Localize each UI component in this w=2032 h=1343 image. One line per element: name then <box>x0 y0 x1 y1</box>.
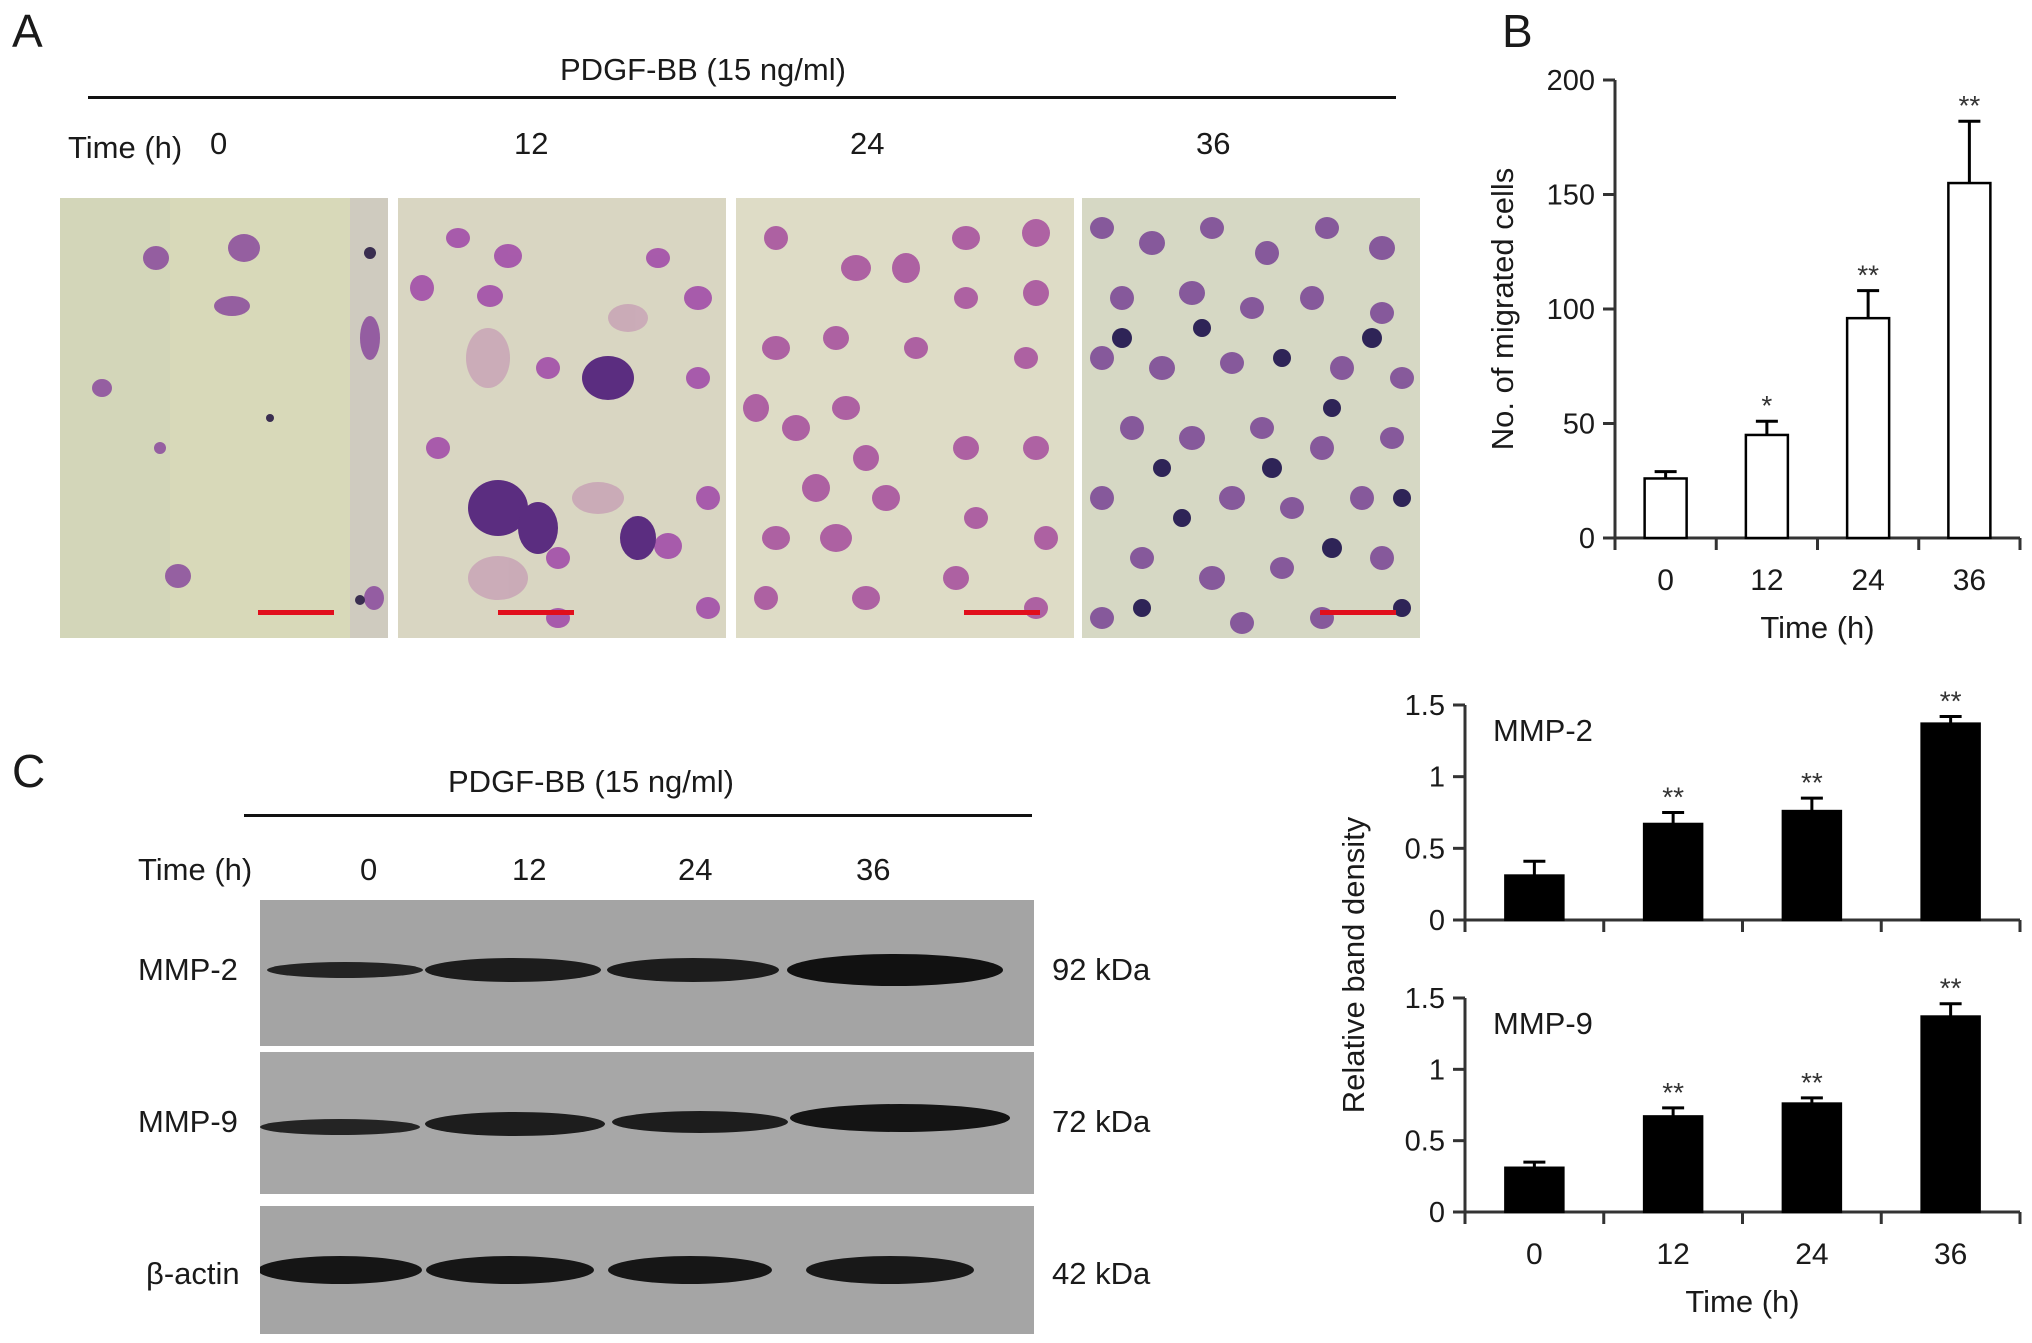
panel-b-letter: B <box>1502 5 1533 57</box>
panel-a-header-line <box>88 96 1396 99</box>
chart-b-xtick-label: 24 <box>1851 564 1884 597</box>
blot-strip-mmp9 <box>260 1052 1034 1194</box>
blot-size-beta-actin: 42 kDa <box>1052 1256 1151 1291</box>
chart-b-x-axis-label: Time (h) <box>1760 610 1874 645</box>
chart-b-ytick-label: 0 <box>1579 523 1595 555</box>
chart-b-significance: ** <box>1958 90 1980 121</box>
chart-mmp9-bar <box>1781 1102 1843 1214</box>
blot-label-mmp9: MMP-9 <box>138 1104 238 1139</box>
chart-mmp9-bar <box>1920 1015 1981 1214</box>
panel-a-time-36: 36 <box>1196 126 1231 161</box>
chart-mmp9-ytick-label: 1.5 <box>1405 983 1445 1015</box>
chart-mmp9-ytick-label: 0.5 <box>1405 1126 1445 1158</box>
chart-b-xtick-label: 12 <box>1750 564 1783 597</box>
micrograph-0h <box>60 198 388 638</box>
chart-mmp2-significance: ** <box>1662 782 1684 813</box>
panel-c-time-36: 36 <box>856 852 891 887</box>
chart-mmp9-significance: ** <box>1801 1067 1823 1098</box>
micrograph-12h <box>398 198 726 638</box>
chart-b-xtick-label: 0 <box>1657 564 1674 597</box>
chart-b-ytick-label: 50 <box>1563 409 1595 441</box>
panel-a-time-24: 24 <box>850 126 885 161</box>
chart-mmp9-xtick-label: 36 <box>1934 1238 1967 1271</box>
chart-b-bar <box>1947 181 1992 540</box>
chart-mmp2-ytick-label: 0.5 <box>1405 833 1445 865</box>
chart-b-ytick-label: 200 <box>1547 65 1595 97</box>
chart-mmp2-ytick-label: 0 <box>1429 905 1445 937</box>
panel-a-time-label: Time (h) <box>68 130 183 165</box>
panel-c-time-12: 12 <box>512 852 547 887</box>
panel-c-letter: C <box>12 745 46 797</box>
chart-mmp9-xtick-label: 24 <box>1795 1238 1828 1271</box>
chart-mmp9-significance: ** <box>1662 1077 1684 1108</box>
blot-label-beta-actin: β-actin <box>146 1256 240 1291</box>
chart-c-shared-y-label: Relative band density <box>1336 816 1371 1113</box>
chart-mmp2-significance: ** <box>1940 685 1962 716</box>
chart-b-significance: ** <box>1857 260 1879 291</box>
chart-mmp2-ytick-label: 1.5 <box>1405 690 1445 722</box>
blot-label-mmp2: MMP-2 <box>138 952 238 987</box>
chart-mmp9-annotation: MMP-9 <box>1493 1006 1593 1041</box>
micrograph-24h <box>736 198 1074 638</box>
chart-b-bar <box>1744 433 1790 540</box>
chart-mmp9-ytick-label: 0 <box>1429 1197 1445 1229</box>
panel-c-time-label: Time (h) <box>138 852 253 887</box>
panel-c-header-line <box>244 814 1032 817</box>
blot-size-mmp2: 92 kDa <box>1052 952 1151 987</box>
chart-b-y-axis-label: No. of migrated cells <box>1485 168 1520 451</box>
chart-band-density: 0 0.5 1 1.5 ** ** ** MMP-2 0 0.5 1 1.5 0 ** 12 ** 24 ** 36… <box>1320 680 2032 1343</box>
blot-strip-mmp2 <box>260 900 1034 1046</box>
chart-mmp9-ytick-label: 1 <box>1429 1054 1445 1086</box>
chart-b-ytick-label: 100 <box>1547 294 1595 326</box>
chart-mmp9-x-axis-label: Time (h) <box>1685 1284 1799 1319</box>
chart-mmp2-bar <box>1781 809 1843 922</box>
chart-mmp2-bar <box>1642 822 1704 922</box>
chart-mmp9-bar <box>1504 1166 1565 1214</box>
panel-a-treatment-label: PDGF-BB (15 ng/ml) <box>560 52 846 87</box>
chart-b-xtick-label: 36 <box>1953 564 1986 597</box>
chart-b-significance: * <box>1761 390 1772 421</box>
panel-a-time-0: 0 <box>210 126 228 161</box>
chart-mmp9-xtick-label: 12 <box>1656 1238 1689 1271</box>
chart-mmp2-significance: ** <box>1801 767 1823 798</box>
chart-b-bar <box>1643 477 1688 540</box>
panel-c-time-0: 0 <box>360 852 378 887</box>
chart-mmp9-bar <box>1642 1115 1704 1214</box>
chart-mmp9-significance: ** <box>1940 973 1962 1004</box>
panel-a-letter: A <box>12 5 43 57</box>
blot-size-mmp9: 72 kDa <box>1052 1104 1151 1139</box>
panel-a-time-12: 12 <box>514 126 549 161</box>
chart-mmp2-ytick-label: 1 <box>1429 762 1445 794</box>
panel-c-time-24: 24 <box>678 852 713 887</box>
chart-mmp2-bar <box>1920 722 1981 922</box>
chart-mmp2-annotation: MMP-2 <box>1493 713 1593 748</box>
panel-c-treatment-label: PDGF-BB (15 ng/ml) <box>448 764 734 799</box>
chart-b-bar <box>1845 316 1891 540</box>
chart-mmp9-xtick-label: 0 <box>1526 1238 1543 1271</box>
micrograph-36h <box>1082 198 1420 638</box>
chart-mmp2-bar <box>1504 874 1565 922</box>
chart-b-ytick-label: 150 <box>1547 180 1595 212</box>
chart-migrated-cells: 0 50 100 150 200 0 * 12 ** 24 ** 36 Time (h) No. of m… <box>1460 50 2032 650</box>
blot-strip-beta-actin <box>260 1206 1034 1334</box>
